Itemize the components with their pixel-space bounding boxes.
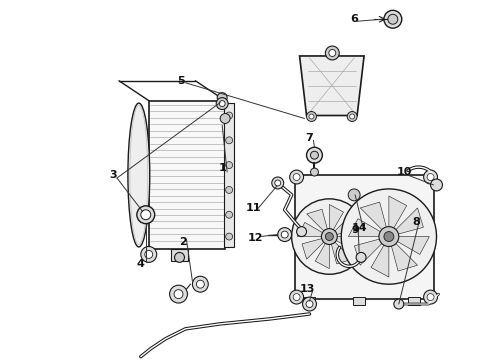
Circle shape bbox=[226, 186, 233, 193]
Polygon shape bbox=[297, 222, 323, 237]
Circle shape bbox=[145, 251, 153, 258]
Circle shape bbox=[311, 151, 319, 159]
Polygon shape bbox=[302, 238, 324, 259]
Circle shape bbox=[278, 228, 292, 242]
Circle shape bbox=[341, 189, 437, 284]
Circle shape bbox=[296, 227, 307, 237]
Circle shape bbox=[281, 231, 288, 238]
Circle shape bbox=[219, 100, 225, 107]
Circle shape bbox=[306, 301, 313, 307]
Polygon shape bbox=[335, 214, 357, 235]
Circle shape bbox=[141, 247, 157, 262]
Text: 13: 13 bbox=[300, 284, 315, 294]
Circle shape bbox=[137, 206, 155, 224]
Bar bbox=[171, 249, 189, 261]
Ellipse shape bbox=[128, 103, 150, 247]
Circle shape bbox=[272, 177, 284, 189]
Polygon shape bbox=[299, 56, 364, 116]
Polygon shape bbox=[315, 243, 329, 269]
Circle shape bbox=[325, 233, 333, 240]
Circle shape bbox=[348, 189, 360, 201]
Polygon shape bbox=[371, 244, 389, 277]
Circle shape bbox=[307, 112, 317, 121]
Text: 4: 4 bbox=[137, 259, 145, 269]
Text: 9: 9 bbox=[351, 225, 359, 235]
Circle shape bbox=[217, 93, 227, 103]
Bar bbox=[294, 175, 434, 299]
Polygon shape bbox=[354, 239, 382, 265]
Circle shape bbox=[309, 114, 314, 119]
Circle shape bbox=[356, 252, 366, 262]
Bar bbox=[224, 103, 234, 247]
Bar bbox=[353, 297, 365, 305]
Circle shape bbox=[379, 227, 399, 247]
Circle shape bbox=[170, 285, 188, 303]
Circle shape bbox=[384, 231, 394, 242]
Circle shape bbox=[302, 297, 317, 311]
Bar bbox=[408, 297, 419, 305]
Text: 7: 7 bbox=[306, 133, 314, 143]
Text: 6: 6 bbox=[350, 14, 358, 24]
Text: 2: 2 bbox=[180, 237, 187, 247]
Circle shape bbox=[216, 98, 228, 109]
Polygon shape bbox=[149, 100, 225, 249]
Circle shape bbox=[226, 162, 233, 168]
Polygon shape bbox=[389, 196, 407, 229]
Bar bbox=[303, 297, 316, 305]
Circle shape bbox=[350, 114, 355, 119]
Circle shape bbox=[226, 137, 233, 144]
Circle shape bbox=[174, 290, 183, 298]
Polygon shape bbox=[396, 208, 423, 234]
Polygon shape bbox=[391, 244, 417, 271]
Circle shape bbox=[220, 113, 230, 123]
Circle shape bbox=[226, 211, 233, 218]
Polygon shape bbox=[307, 209, 327, 231]
Circle shape bbox=[293, 294, 300, 301]
Circle shape bbox=[394, 299, 404, 309]
Circle shape bbox=[292, 199, 367, 274]
Text: 10: 10 bbox=[397, 167, 413, 177]
Circle shape bbox=[427, 294, 434, 301]
Circle shape bbox=[275, 180, 281, 186]
Circle shape bbox=[424, 170, 438, 184]
Circle shape bbox=[384, 10, 402, 28]
Text: 1: 1 bbox=[219, 163, 226, 173]
Ellipse shape bbox=[174, 252, 184, 262]
Circle shape bbox=[321, 229, 337, 244]
Text: 3: 3 bbox=[109, 170, 117, 180]
Circle shape bbox=[311, 168, 319, 176]
Circle shape bbox=[307, 147, 322, 163]
Circle shape bbox=[431, 179, 442, 191]
Circle shape bbox=[141, 210, 151, 220]
Circle shape bbox=[290, 290, 303, 304]
Circle shape bbox=[226, 112, 233, 119]
Text: 14: 14 bbox=[351, 222, 367, 233]
Text: 5: 5 bbox=[178, 76, 185, 86]
Circle shape bbox=[196, 280, 204, 288]
Polygon shape bbox=[360, 202, 387, 230]
Circle shape bbox=[427, 174, 434, 180]
Polygon shape bbox=[348, 219, 381, 237]
Circle shape bbox=[388, 14, 398, 24]
Text: 12: 12 bbox=[248, 233, 264, 243]
Circle shape bbox=[193, 276, 208, 292]
Circle shape bbox=[290, 170, 303, 184]
Text: 8: 8 bbox=[413, 217, 420, 227]
Circle shape bbox=[226, 233, 233, 240]
Circle shape bbox=[293, 174, 300, 180]
Circle shape bbox=[424, 290, 438, 304]
Circle shape bbox=[329, 50, 336, 57]
Polygon shape bbox=[331, 242, 352, 264]
Polygon shape bbox=[329, 204, 343, 230]
Circle shape bbox=[325, 46, 339, 60]
Polygon shape bbox=[396, 237, 429, 255]
Polygon shape bbox=[335, 237, 362, 251]
Text: 11: 11 bbox=[245, 203, 261, 213]
Circle shape bbox=[347, 112, 357, 121]
